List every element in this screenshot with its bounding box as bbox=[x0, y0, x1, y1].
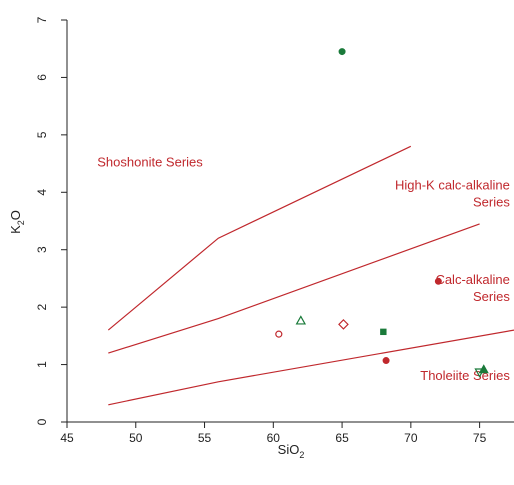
field-label-1: Shoshonite Series bbox=[97, 154, 203, 169]
data-point-1 bbox=[338, 48, 346, 56]
x-tick-label-45: 45 bbox=[60, 431, 74, 445]
data-point-3 bbox=[295, 315, 307, 325]
y-tick-label-3: 3 bbox=[35, 246, 49, 253]
x-tick-label-65: 65 bbox=[335, 431, 349, 445]
y-tick-label-5: 5 bbox=[35, 131, 49, 138]
y-tick-label-1: 1 bbox=[35, 361, 49, 368]
series-boundaries bbox=[107, 145, 514, 406]
data-point-4 bbox=[338, 319, 349, 330]
data-point-7 bbox=[434, 277, 442, 285]
data-point-6 bbox=[382, 357, 390, 365]
x-tick-label-75: 75 bbox=[473, 431, 487, 445]
y-tick-label-0: 0 bbox=[35, 418, 49, 425]
boundary-line-1 bbox=[108, 329, 514, 406]
x-tick-label-50: 50 bbox=[129, 431, 143, 445]
data-point-2 bbox=[275, 330, 283, 338]
field-label-3: Calc-alkaline Series bbox=[435, 272, 510, 304]
boundary-line-2 bbox=[108, 223, 480, 354]
y-tick-label-2: 2 bbox=[35, 303, 49, 310]
series-field-labels: Shoshonite Series High-K calc-alkaline Ser… bbox=[97, 154, 510, 383]
x-tick-label-55: 55 bbox=[198, 431, 212, 445]
data-point-9 bbox=[474, 368, 485, 378]
field-label-4: Tholeiite Series bbox=[420, 368, 510, 383]
boundary-line-3 bbox=[107, 145, 412, 331]
x-tick-label-70: 70 bbox=[404, 431, 418, 445]
y-tick-label-6: 6 bbox=[35, 74, 49, 81]
data-points bbox=[275, 48, 489, 378]
field-label-2: High-K calc-alkaline Series bbox=[395, 177, 510, 209]
x-axis-title: SiO2 bbox=[278, 442, 305, 460]
y-tick-label-7: 7 bbox=[35, 16, 49, 23]
data-point-5 bbox=[380, 328, 387, 336]
y-axis-title: K2O bbox=[8, 210, 26, 234]
x-tick-label-60: 60 bbox=[267, 431, 281, 445]
y-tick-label-4: 4 bbox=[35, 189, 49, 196]
